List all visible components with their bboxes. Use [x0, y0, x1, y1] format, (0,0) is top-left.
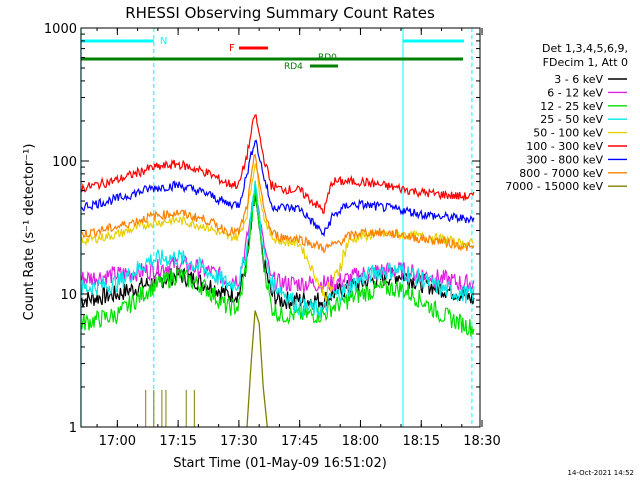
y-tick-label: 1000 — [44, 22, 77, 37]
plot-layer: N F RD0 RD4 17:00 17:15 17:30 17:45 18:00 18:15 18… — [44, 22, 501, 449]
legend-header-line-2: FDecim 1, Att 0 — [543, 56, 628, 69]
y-axis-label-group: Count Rate (s⁻¹ detector⁻¹) — [22, 144, 37, 321]
x-tick-label: 17:15 — [159, 434, 196, 449]
series-line-7 — [80, 153, 475, 254]
legend-header-line-1: Det 1,3,4,5,6,9, — [542, 42, 628, 55]
generated-timestamp: 14-Oct-2021 14:52 — [568, 469, 634, 477]
series-line-5 — [80, 114, 475, 214]
series-line-6 — [80, 139, 475, 238]
y-axis-label: Count Rate (s⁻¹ detector⁻¹) — [22, 144, 37, 321]
x-tick-label: 17:30 — [220, 434, 257, 449]
legend-label-5: 100 - 300 keV — [526, 140, 603, 153]
series-line-3 — [80, 180, 475, 319]
night-label: N — [160, 36, 167, 47]
legend-label-6: 300 - 800 keV — [526, 153, 603, 166]
x-axis-label: Start Time (01-May-09 16:51:02) — [173, 456, 387, 471]
rd4-label: RD4 — [284, 62, 303, 72]
x-tick-label: 18:30 — [463, 434, 500, 449]
series-line-8 — [246, 310, 268, 428]
flare-label: F — [229, 43, 235, 54]
plot-frame — [80, 27, 481, 428]
y-tick-label: 100 — [52, 155, 77, 170]
legend-label-8: 7000 - 15000 keV — [505, 180, 603, 193]
chart-title: RHESSI Observing Summary Count Rates — [125, 4, 435, 22]
legend-label-1: 6 - 12 keV — [547, 86, 603, 99]
x-tick-label: 18:15 — [403, 434, 440, 449]
legend-label-0: 3 - 6 keV — [554, 73, 603, 86]
legend-label-3: 25 - 50 keV — [540, 113, 603, 126]
x-tick-label: 17:45 — [281, 434, 318, 449]
x-tick-label: 18:00 — [342, 434, 379, 449]
y-tick-label: 1 — [69, 421, 77, 436]
y-tick-label: 10 — [60, 288, 77, 303]
series-line-2 — [80, 182, 475, 337]
legend-label-7: 800 - 7000 keV — [519, 167, 603, 180]
x-tick-label: 17:00 — [99, 434, 136, 449]
rd0-label: RD0 — [318, 53, 337, 63]
legend-label-4: 50 - 100 keV — [533, 127, 603, 140]
legend-label-2: 12 - 25 keV — [540, 100, 603, 113]
